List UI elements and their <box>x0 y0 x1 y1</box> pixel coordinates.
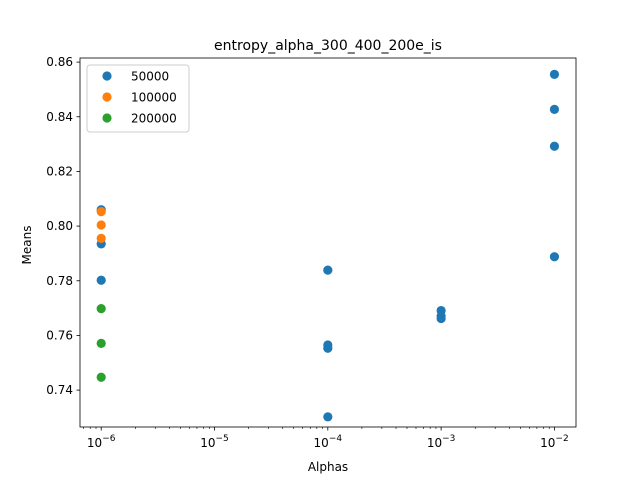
x-tick-label-2: 10−4 <box>314 434 343 450</box>
legend-marker-1 <box>102 92 112 102</box>
data-point-series-2-0 <box>96 304 106 314</box>
data-point-series-0-5 <box>323 343 333 353</box>
data-point-series-0-10 <box>549 69 560 79</box>
chart-title: entropy_alpha_300_400_200e_is <box>214 38 442 54</box>
data-point-series-2-2 <box>96 372 106 382</box>
axes: 10−6 10−5 10−4 10−3 10−2 0.74 0.76 0.78 0.80 0.82… <box>46 55 577 450</box>
y-tick-label-0: 0.74 <box>46 383 73 397</box>
legend-label-1: 100000 <box>131 91 177 105</box>
data-point-series-0-2 <box>96 275 106 285</box>
y-tick-label-3: 0.80 <box>46 219 73 233</box>
data-point-series-0-11 <box>549 104 560 114</box>
legend-marker-2 <box>102 113 112 123</box>
data-point-series-2-1 <box>96 338 106 348</box>
data-point-series-1-0 <box>96 207 106 217</box>
data-point-series-0-12 <box>549 141 560 151</box>
legend-label-0: 50000 <box>131 70 169 84</box>
data-point-series-0-13 <box>549 252 560 262</box>
plot-area <box>96 69 560 422</box>
data-point-series-0-9 <box>436 313 446 324</box>
data-point-series-1-1 <box>96 220 106 230</box>
y-tick-label-4: 0.82 <box>46 164 73 178</box>
legend-box <box>86 64 190 133</box>
legend-marker-0 <box>102 71 112 81</box>
x-tick-label-0: 10−6 <box>87 434 116 450</box>
y-tick-label-1: 0.76 <box>46 328 73 342</box>
data-point-series-1-2 <box>96 233 106 243</box>
legend-label-2: 200000 <box>131 112 177 126</box>
x-tick-label-3: 10−3 <box>427 434 456 450</box>
x-tick-label-4: 10−2 <box>540 434 569 450</box>
y-axis-label: Means <box>20 226 34 265</box>
y-tick-label-2: 0.78 <box>46 274 73 288</box>
data-point-series-0-3 <box>323 265 333 275</box>
y-tick-label-6: 0.86 <box>46 55 73 69</box>
data-point-series-0-6 <box>323 412 333 422</box>
y-tick-label-5: 0.84 <box>46 110 73 124</box>
x-axis-label: Alphas <box>308 460 348 474</box>
x-tick-label-1: 10−5 <box>200 434 229 450</box>
legend: 50000 100000 200000 <box>86 64 190 133</box>
